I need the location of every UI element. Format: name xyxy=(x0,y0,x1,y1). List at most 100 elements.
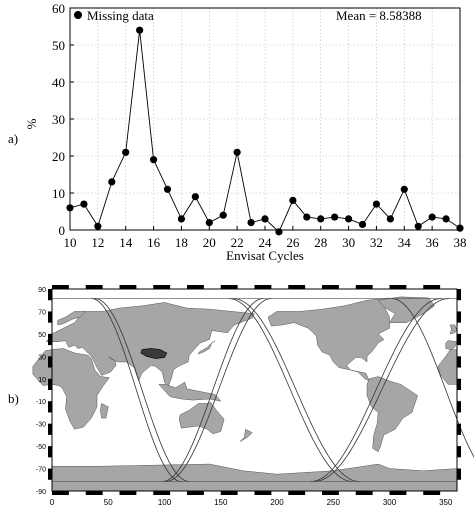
data-point xyxy=(247,219,255,227)
x-tick-label: 32 xyxy=(370,235,383,250)
data-point xyxy=(191,193,199,201)
frame-segment xyxy=(322,285,339,289)
map-x-tick-label: 300 xyxy=(383,498,397,507)
frame-segment xyxy=(457,311,461,323)
y-tick-label: 60 xyxy=(52,1,65,16)
frame-segment xyxy=(48,356,52,368)
data-point xyxy=(275,228,283,236)
ground-track xyxy=(91,298,182,482)
indonesia-landmass xyxy=(158,381,222,402)
frame-segment xyxy=(220,285,238,289)
data-point xyxy=(94,222,102,230)
frame-segment xyxy=(457,356,461,368)
frame-segment xyxy=(322,491,339,495)
x-tick-label: 20 xyxy=(203,235,216,250)
map-x-tick-label: 150 xyxy=(214,498,228,507)
data-point xyxy=(358,220,367,229)
legend-label: Missing data xyxy=(87,8,154,23)
frame-segment xyxy=(355,491,373,495)
x-tick-label: 26 xyxy=(286,235,300,250)
ground-track xyxy=(162,298,264,482)
frame-segment xyxy=(48,378,52,390)
data-point xyxy=(66,204,74,212)
map-x-tick-label: 350 xyxy=(439,498,453,507)
frame-segment xyxy=(220,491,238,495)
frame-segment xyxy=(85,491,103,495)
frame-segment xyxy=(119,285,137,289)
x-tick-label: 14 xyxy=(119,235,133,250)
frame-segment xyxy=(52,491,69,495)
y-axis-label: % xyxy=(24,118,39,129)
uk-landmass xyxy=(449,324,458,335)
frame-segment xyxy=(457,446,461,458)
mean-annotation: Mean = 8.58388 xyxy=(336,8,422,23)
frame-segment xyxy=(457,289,461,301)
scandinavia-landmass xyxy=(57,311,87,326)
legend-marker xyxy=(74,11,82,19)
frame-segment xyxy=(48,333,52,346)
map-panel: 0 50 100 150 200 250 300 350 90 70 50 30 10 -10 -30 -50… xyxy=(32,285,474,507)
y-tick-label: 30 xyxy=(52,112,65,127)
data-point xyxy=(219,211,227,219)
south-america-landmass xyxy=(366,376,418,453)
frame-segment xyxy=(153,491,171,495)
x-tick-label: 28 xyxy=(314,235,327,250)
map-y-tick-label: -50 xyxy=(36,444,46,451)
data-point xyxy=(149,156,158,164)
madagascar-landmass xyxy=(100,403,109,419)
x-tick-label: 36 xyxy=(426,235,440,250)
frame-segment xyxy=(48,468,52,480)
data-point xyxy=(372,200,381,208)
data-point xyxy=(205,219,213,227)
new-zealand-landmass xyxy=(239,428,253,442)
x-tick-label: 24 xyxy=(259,235,273,250)
frame-segment xyxy=(48,401,52,413)
panel-b-label: b) xyxy=(8,391,19,406)
frame-segment xyxy=(457,401,461,413)
data-point xyxy=(428,213,436,221)
data-point xyxy=(456,224,464,232)
frame-segment xyxy=(48,423,52,435)
data-point xyxy=(163,185,172,193)
map-y-tick-label: -90 xyxy=(36,489,46,496)
map-y-tick-label: 50 xyxy=(38,332,46,339)
data-point xyxy=(317,215,325,223)
japan-landmass xyxy=(197,340,216,355)
data-point xyxy=(80,200,88,208)
x-tick-label: 18 xyxy=(175,235,188,250)
frame-segment xyxy=(457,468,461,480)
eurasia-landmass xyxy=(45,302,255,389)
ground-track xyxy=(94,298,190,482)
data-point xyxy=(108,178,116,186)
line-chart-panel: 10 12 14 16 18 20 22 24 26 28 30 32 34 36 380102030405… xyxy=(24,1,467,263)
data-point xyxy=(442,215,450,223)
y-tick-label: 20 xyxy=(52,149,65,164)
data-point xyxy=(344,215,353,223)
map-x-tick-label: 200 xyxy=(270,498,284,507)
y-tick-label: 0 xyxy=(59,223,66,238)
ground-track xyxy=(314,298,450,482)
x-tick-label: 38 xyxy=(454,235,467,250)
data-point xyxy=(122,148,130,156)
plot-frame xyxy=(69,7,461,231)
x-tick-label: 10 xyxy=(64,235,77,250)
data-point xyxy=(414,222,422,230)
ground-track xyxy=(310,298,442,482)
y-tick-label: 10 xyxy=(52,186,65,201)
map-y-tick-label: 70 xyxy=(38,309,46,316)
frame-segment xyxy=(389,491,407,495)
map-x-tick-label: 250 xyxy=(327,498,341,507)
data-point xyxy=(289,196,297,204)
data-point xyxy=(136,26,144,34)
frame-segment xyxy=(457,423,461,435)
frame-segment xyxy=(187,491,204,495)
map-y-tick-label: 90 xyxy=(38,287,46,294)
data-point xyxy=(177,215,186,223)
frame-segment xyxy=(254,491,272,495)
data-point xyxy=(331,213,339,221)
frame-segment xyxy=(48,446,52,458)
x-axis-label: Envisat Cycles xyxy=(226,248,304,263)
y-tick-label: 40 xyxy=(52,75,65,90)
map-y-tick-label: -30 xyxy=(36,422,46,429)
